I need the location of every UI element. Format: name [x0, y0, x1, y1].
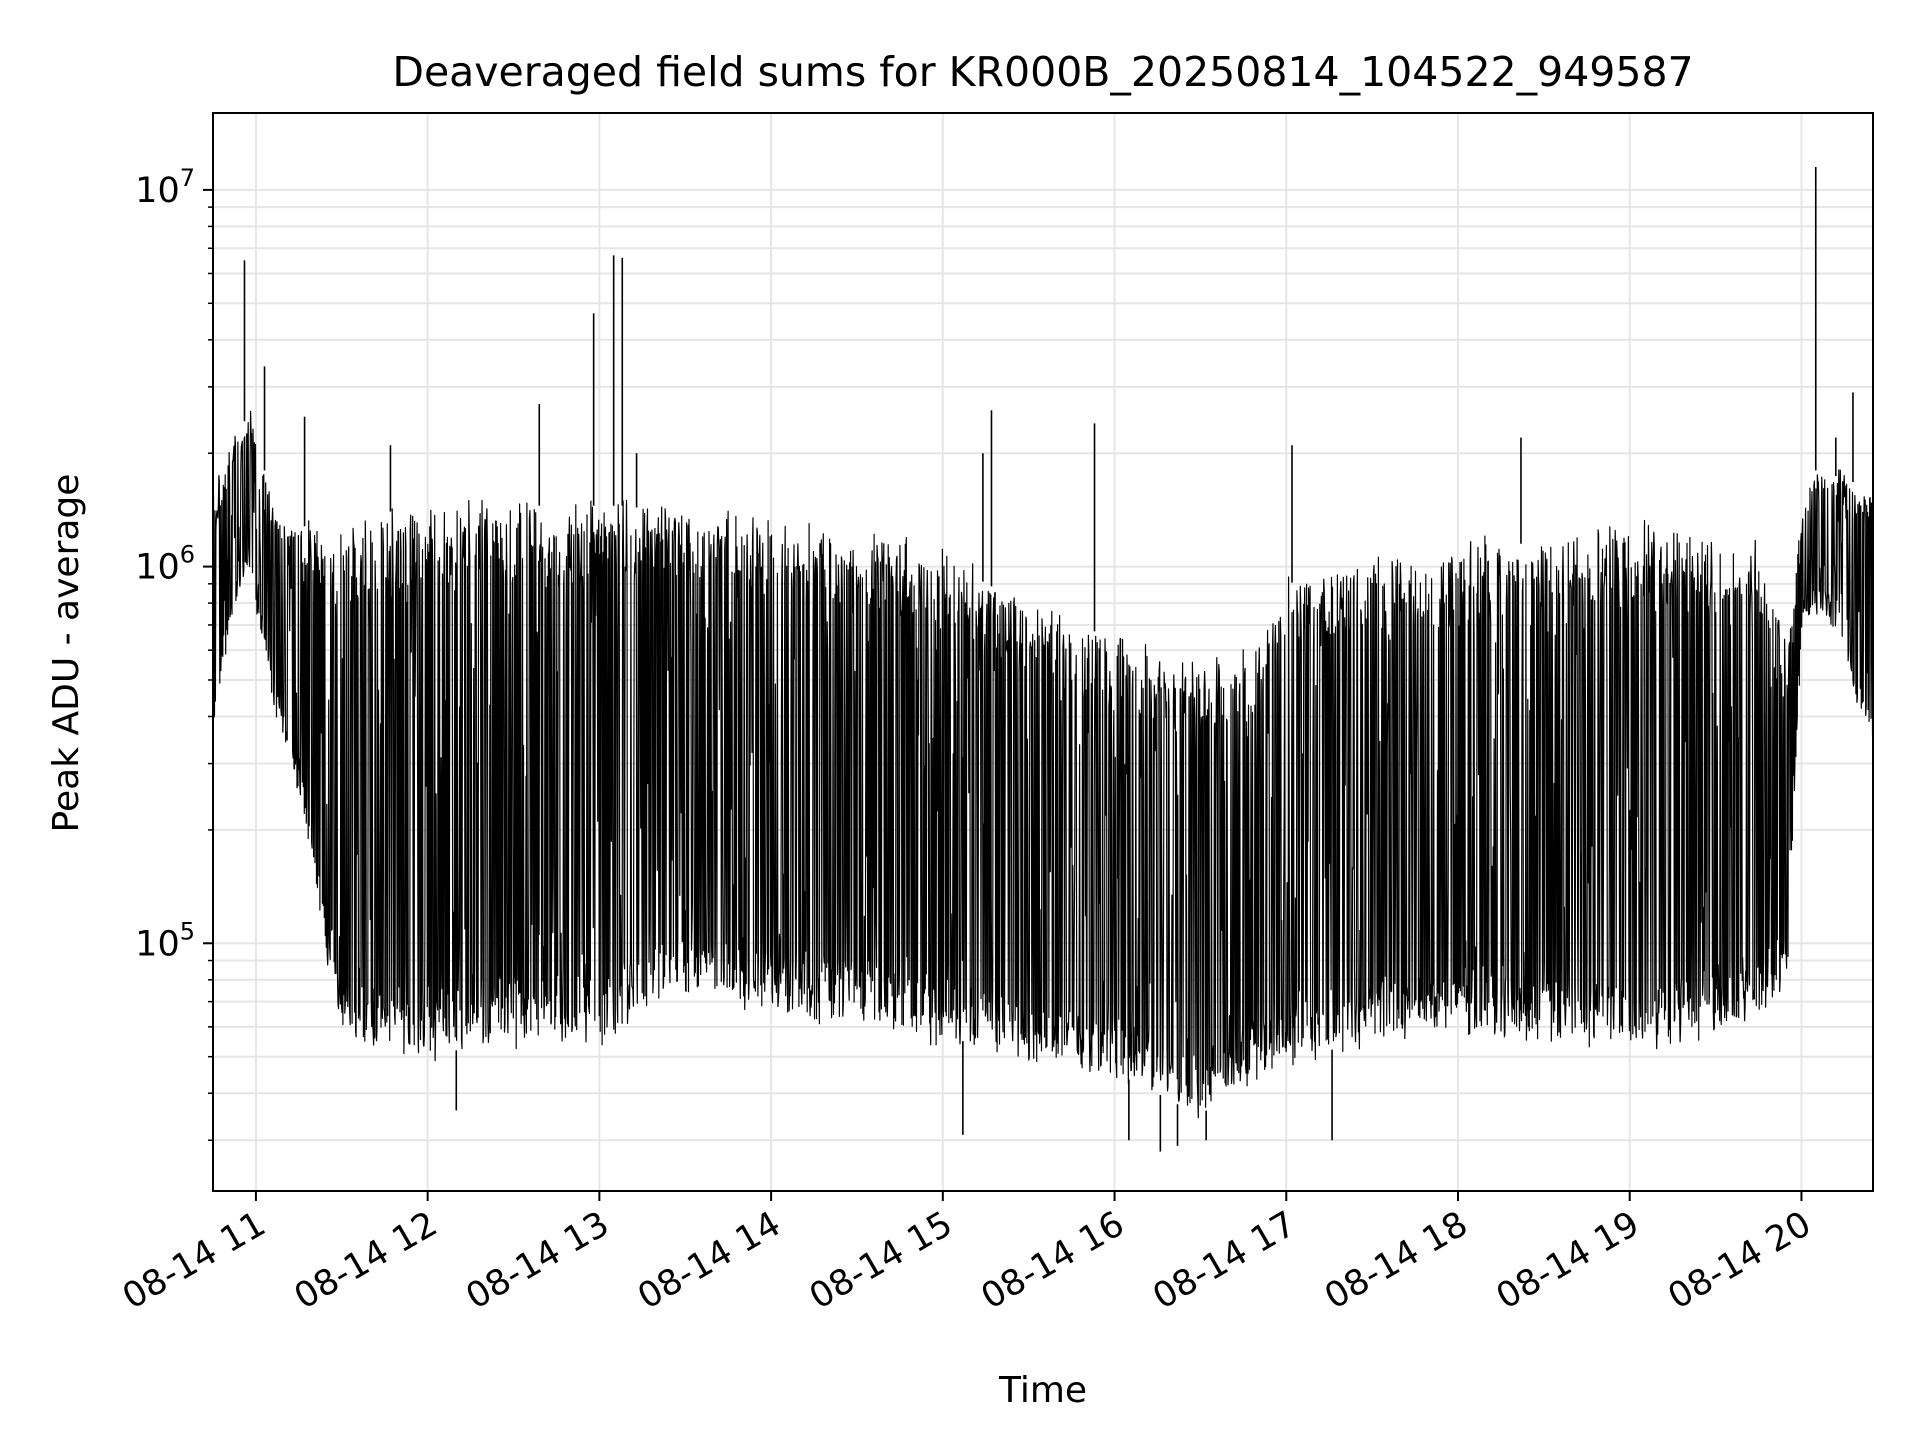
data-layer [212, 167, 1874, 1152]
x-axis-label: Time [998, 1370, 1087, 1411]
plot-frame [212, 112, 1874, 1192]
y-tick-label: 106 [135, 541, 195, 588]
y-axis-label: Peak ADU - average [46, 474, 87, 833]
y-tick-label: 107 [135, 164, 195, 211]
chart-title: Deaveraged field sums for KR000B_2025081… [392, 48, 1693, 96]
series-line [212, 410, 1874, 1119]
y-tick-label: 105 [135, 917, 195, 964]
